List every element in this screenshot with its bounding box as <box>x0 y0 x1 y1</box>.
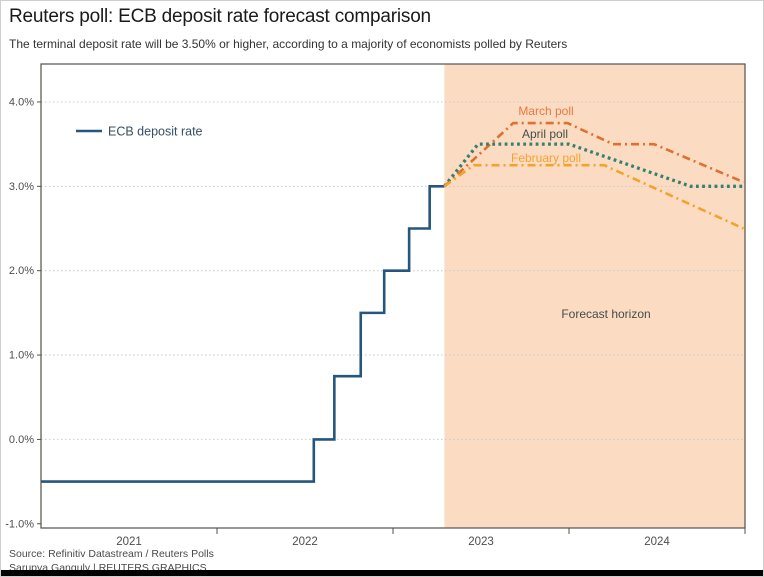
forecast-region <box>444 64 745 528</box>
series-line-ecb-deposit-rate <box>41 185 445 483</box>
page-title: Reuters poll: ECB deposit rate forecast … <box>9 6 431 27</box>
x-axis-label-2024: 2024 <box>644 536 670 548</box>
bottom-black-bar <box>1 570 763 576</box>
x-axis-label-2023: 2023 <box>468 536 494 548</box>
series-label-april-poll: April poll <box>522 127 568 141</box>
source-note: Source: Refinitiv Datastream / Reuters P… <box>9 548 214 560</box>
plot-border <box>40 63 746 529</box>
legend-label: ECB deposit rate <box>108 125 203 139</box>
x-axis-label-2021: 2021 <box>116 536 142 548</box>
forecast-horizon-label: Forecast horizon <box>561 307 650 321</box>
series-line-march-poll <box>443 121 745 188</box>
series-line-april-poll <box>443 142 744 188</box>
y-axis-label-0.0%: 0.0% <box>9 434 34 446</box>
series-label-february-poll: February poll <box>511 151 581 165</box>
y-axis-label-1.0%: 1.0% <box>9 350 34 362</box>
series-label-march-poll: March poll <box>518 104 573 118</box>
y-axis-label-3.0%: 3.0% <box>9 181 34 193</box>
series-line-february-poll <box>443 163 745 230</box>
ecb-rate-chart: March poll April poll February poll Forecas… <box>5 63 746 548</box>
y-axis-label-4.0%: 4.0% <box>9 96 34 108</box>
x-axis-label-2022: 2022 <box>292 536 318 548</box>
y-axis-label-2.0%: 2.0% <box>9 265 34 277</box>
y-axis-label--1.0%: -1.0% <box>5 518 34 530</box>
chart-subtitle: The terminal deposit rate will be 3.50% … <box>9 37 568 51</box>
